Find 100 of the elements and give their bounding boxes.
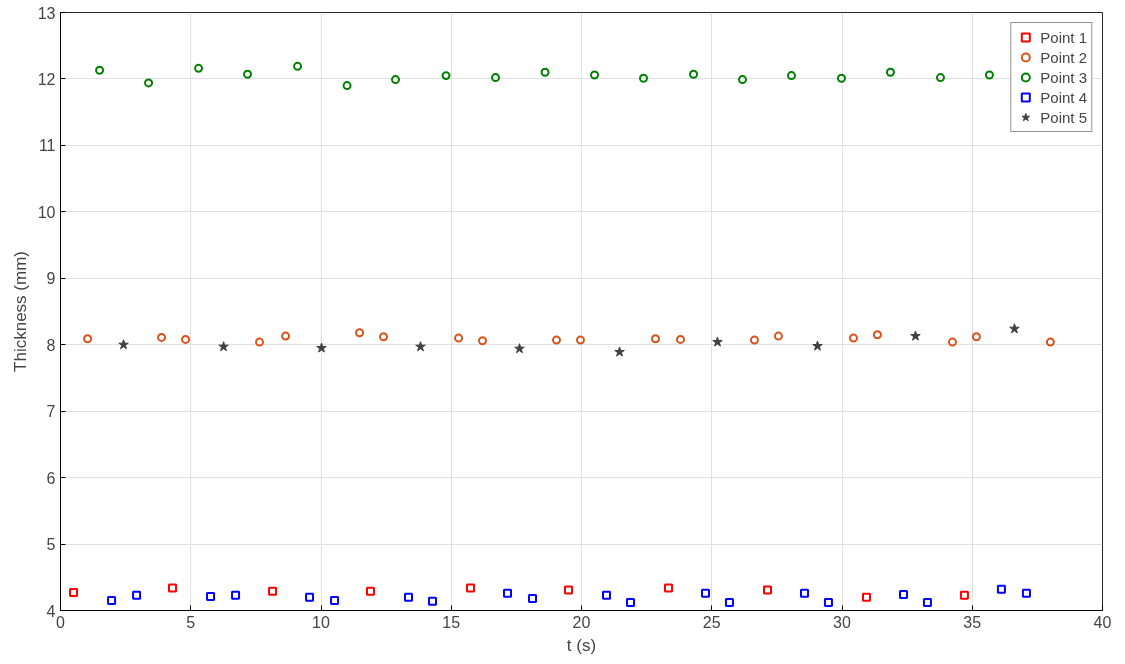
point xyxy=(168,583,178,593)
point xyxy=(391,75,400,85)
point xyxy=(218,341,229,352)
point xyxy=(689,69,699,79)
point xyxy=(181,334,191,344)
point xyxy=(365,586,375,596)
point xyxy=(379,332,389,342)
point xyxy=(898,590,908,600)
y-tick-label: 10 xyxy=(37,203,56,221)
point xyxy=(664,583,674,593)
point xyxy=(342,81,352,91)
point xyxy=(861,592,871,602)
point xyxy=(404,592,414,602)
y-tick-label: 12 xyxy=(37,70,56,88)
legend-label: Point 4 xyxy=(1040,88,1087,106)
y-tick-label: 4 xyxy=(46,602,56,620)
point xyxy=(107,596,117,606)
point xyxy=(563,585,573,595)
point xyxy=(194,63,204,73)
legend-label: Point 5 xyxy=(1040,108,1087,126)
point xyxy=(910,330,921,341)
x-tick-label: 25 xyxy=(702,613,721,631)
point xyxy=(996,584,1006,594)
point xyxy=(724,598,734,608)
point xyxy=(491,73,501,83)
point xyxy=(466,583,476,593)
point xyxy=(922,598,932,608)
point xyxy=(773,331,783,341)
y-tick-label: 8 xyxy=(46,336,56,354)
point xyxy=(701,588,710,598)
point xyxy=(551,335,561,345)
x-tick-label: 30 xyxy=(833,613,851,631)
point xyxy=(415,341,426,352)
point xyxy=(614,346,625,357)
point xyxy=(602,590,612,600)
y-tick-label: 13 xyxy=(37,4,56,22)
point xyxy=(514,343,525,354)
point xyxy=(786,71,796,81)
point xyxy=(639,73,648,83)
point xyxy=(935,73,945,83)
point xyxy=(157,332,167,342)
point xyxy=(590,70,600,80)
point xyxy=(69,588,79,598)
x-tick-label: 20 xyxy=(572,613,591,631)
point xyxy=(1021,588,1031,598)
x-tick-label: 15 xyxy=(442,613,461,631)
point xyxy=(528,594,538,604)
point xyxy=(83,334,93,344)
point xyxy=(737,75,747,85)
point xyxy=(575,335,585,345)
point xyxy=(1045,337,1055,347)
point xyxy=(268,586,278,596)
y-axis-title: Thickness (mm) xyxy=(10,251,30,372)
point xyxy=(872,330,882,340)
point xyxy=(478,336,488,346)
point xyxy=(441,71,451,81)
point xyxy=(712,336,723,347)
point xyxy=(1009,323,1020,334)
point xyxy=(959,590,969,600)
point xyxy=(118,339,129,350)
point xyxy=(293,61,303,71)
y-tick-label: 5 xyxy=(46,536,56,554)
point xyxy=(885,67,895,77)
point xyxy=(848,333,858,343)
point xyxy=(95,65,105,75)
point xyxy=(763,585,772,595)
point xyxy=(749,335,759,345)
point xyxy=(836,73,846,83)
point xyxy=(454,333,464,343)
point xyxy=(675,334,685,344)
point xyxy=(971,332,981,342)
point xyxy=(206,592,216,602)
point xyxy=(255,337,265,347)
point xyxy=(231,590,241,600)
point xyxy=(812,340,823,351)
point xyxy=(984,70,994,80)
y-tick-label: 7 xyxy=(46,403,56,421)
point xyxy=(281,331,291,341)
y-tick-label: 9 xyxy=(46,270,56,288)
legend-label: Point 1 xyxy=(1040,28,1087,46)
point xyxy=(144,78,154,88)
x-tick-label: 10 xyxy=(312,613,330,631)
point xyxy=(503,588,513,598)
point xyxy=(540,67,550,77)
point xyxy=(355,328,365,338)
point xyxy=(330,596,340,606)
point xyxy=(316,342,327,353)
y-tick-label: 6 xyxy=(46,469,56,487)
x-tick-label: 35 xyxy=(963,613,982,631)
point xyxy=(427,596,437,606)
point xyxy=(305,592,315,602)
y-tick-label: 11 xyxy=(38,137,56,155)
point xyxy=(823,598,833,608)
x-tick-label: 40 xyxy=(1093,613,1112,631)
x-tick-label: 5 xyxy=(186,613,196,631)
point xyxy=(650,334,660,344)
point xyxy=(132,590,142,600)
legend-label: Point 2 xyxy=(1040,48,1087,66)
x-tick-label: 0 xyxy=(56,613,66,631)
point xyxy=(625,598,635,608)
